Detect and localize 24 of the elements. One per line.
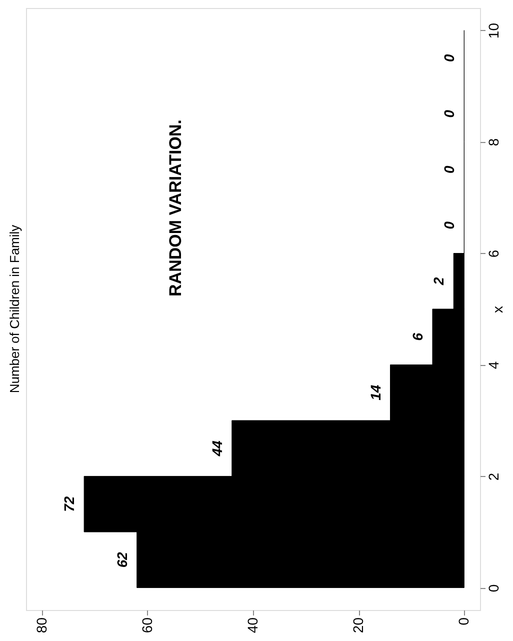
y-tick-label: 6 [486,250,502,258]
data-label: 6 [409,332,426,341]
x-tick-label: 80 [33,617,50,634]
x-tick-label: 0 [456,617,472,626]
data-label: 0 [441,54,458,62]
data-label: 0 [441,221,458,230]
data-label: 44 [208,440,225,458]
data-label: 0 [441,110,458,118]
x-tick-label: 40 [244,617,260,634]
x-tick-label: 60 [138,617,155,634]
data-label: 0 [441,166,458,174]
y-tick-label: 4 [486,361,502,370]
data-label: 2 [430,277,447,286]
y-tick-label: 0 [486,584,502,592]
data-label: 62 [114,552,130,568]
y-tick-label: 2 [486,472,502,481]
text: Number of Children in Family [7,224,22,394]
annotation: RANDOM VARIATION. [166,120,185,296]
y-axis-title: x [490,306,506,313]
data-label: 14 [367,384,384,400]
x-tick-label: 20 [350,617,366,634]
y-tick-label: 10 [486,22,502,39]
y-tick-label: 8 [486,138,502,146]
data-label: 72 [61,496,78,512]
